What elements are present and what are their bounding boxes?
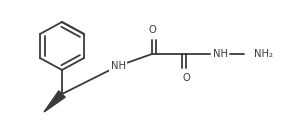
Text: O: O [182, 73, 190, 83]
Polygon shape [44, 91, 65, 112]
Text: NH₂: NH₂ [254, 49, 273, 59]
Text: O: O [148, 25, 156, 35]
Text: NH: NH [212, 49, 227, 59]
Text: NH: NH [110, 61, 126, 71]
